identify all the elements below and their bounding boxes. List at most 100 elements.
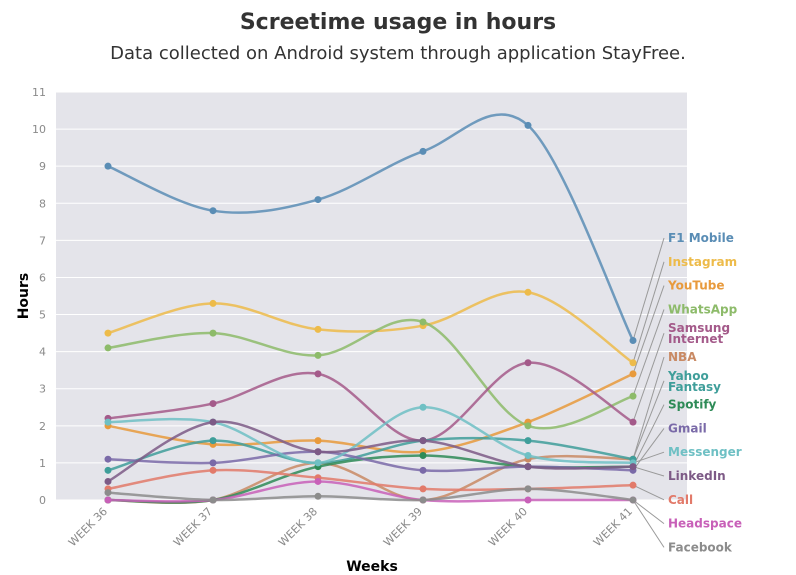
data-point (314, 492, 322, 500)
data-point (104, 418, 112, 426)
y-tick-label: 8 (39, 197, 46, 210)
legend-label-call: Call (668, 493, 693, 507)
series-whatsapp (104, 318, 637, 430)
data-point (629, 481, 637, 489)
data-point (209, 418, 217, 426)
data-point (104, 329, 112, 337)
legend-label-samsung-internet: Samsung Internet (668, 321, 730, 346)
y-tick-label: 10 (32, 123, 46, 136)
data-point (629, 359, 637, 367)
data-point (524, 422, 532, 430)
legend-leader (632, 380, 665, 460)
data-point (524, 485, 532, 493)
series-facebook (104, 485, 637, 504)
legend-label-nba: NBA (668, 350, 697, 364)
data-point (209, 400, 217, 408)
legend-leader (632, 237, 665, 341)
y-axis-title: Hours (16, 273, 32, 320)
data-point (629, 370, 637, 378)
data-point (209, 466, 217, 474)
data-point (524, 121, 532, 129)
series-linkedin (104, 418, 637, 485)
series-line (107, 487, 634, 502)
legend-leader (632, 451, 665, 464)
y-tick-label: 9 (39, 160, 46, 173)
legend-label-f1-mobile: F1 Mobile (668, 231, 734, 245)
legend: F1 Mobile Instagram YouTube WhatsApp Samsung… (667, 231, 742, 554)
data-point (419, 318, 427, 326)
x-tick-label: WEEK 41 (591, 505, 635, 549)
data-point (524, 359, 532, 367)
chart-title: Screetime usage in hours (239, 10, 557, 35)
data-point (314, 351, 322, 359)
legend-leader (632, 499, 665, 548)
data-point (524, 437, 532, 445)
legend-label-yahoo-fantasy: Yahoo Fantasy (667, 369, 721, 394)
series-line (107, 372, 634, 454)
legend-leader (632, 333, 665, 423)
legend-leaders (632, 237, 665, 548)
legend-leader (632, 404, 665, 467)
data-point (314, 437, 322, 445)
data-point (209, 459, 217, 467)
data-point (629, 418, 637, 426)
legend-label-whatsapp: WhatsApp (668, 302, 738, 316)
legend-label-gmail: Gmail (668, 421, 707, 435)
series-line (107, 361, 634, 442)
y-tick-label: 2 (39, 420, 46, 433)
data-point (209, 207, 217, 215)
legend-leader (632, 309, 665, 397)
series-line (107, 318, 634, 430)
data-point (209, 299, 217, 307)
data-point (524, 496, 532, 504)
y-tick-label: 1 (39, 457, 46, 470)
data-point (104, 496, 112, 504)
data-point (104, 162, 112, 170)
y-tick-label: 4 (39, 346, 46, 359)
y-tick-label: 6 (39, 271, 46, 284)
data-point (419, 403, 427, 411)
data-point (104, 455, 112, 463)
data-point (314, 459, 322, 467)
data-point (524, 288, 532, 296)
data-point (209, 329, 217, 337)
data-point (629, 463, 637, 471)
plot-area (56, 92, 687, 500)
legend-leader (632, 428, 665, 471)
y-tick-label: 7 (39, 234, 46, 247)
x-axis: WEEK 36 WEEK 37 WEEK 38 WEEK 39 WEEK 40 WEEK … (66, 505, 635, 549)
data-point (314, 448, 322, 456)
data-point (629, 392, 637, 400)
x-tick-label: WEEK 37 (171, 505, 215, 549)
x-tick-label: WEEK 39 (381, 505, 425, 549)
data-point (419, 466, 427, 474)
series-line (107, 406, 634, 465)
data-point (419, 496, 427, 504)
legend-label-headspace: Headspace (668, 517, 742, 531)
data-point (524, 451, 532, 459)
legend-label-messenger: Messenger (668, 445, 742, 459)
x-tick-label: WEEK 36 (66, 505, 110, 549)
data-point (209, 496, 217, 504)
data-point (314, 325, 322, 333)
x-tick-label: WEEK 38 (276, 505, 320, 549)
data-point (104, 466, 112, 474)
legend-label-linkedin: LinkedIn (668, 469, 726, 483)
data-point (419, 147, 427, 155)
data-point (104, 344, 112, 352)
data-point (314, 370, 322, 378)
data-point (104, 477, 112, 485)
legend-leader (632, 261, 665, 363)
x-axis-title: Weeks (346, 559, 398, 575)
data-point (629, 337, 637, 345)
legend-label-youtube: YouTube (667, 279, 725, 293)
legend-leader (632, 499, 665, 524)
data-point (524, 463, 532, 471)
data-point (104, 489, 112, 497)
data-point (314, 477, 322, 485)
data-point (419, 437, 427, 445)
y-tick-label: 3 (39, 383, 46, 396)
y-tick-label: 5 (39, 309, 46, 322)
data-point (419, 451, 427, 459)
